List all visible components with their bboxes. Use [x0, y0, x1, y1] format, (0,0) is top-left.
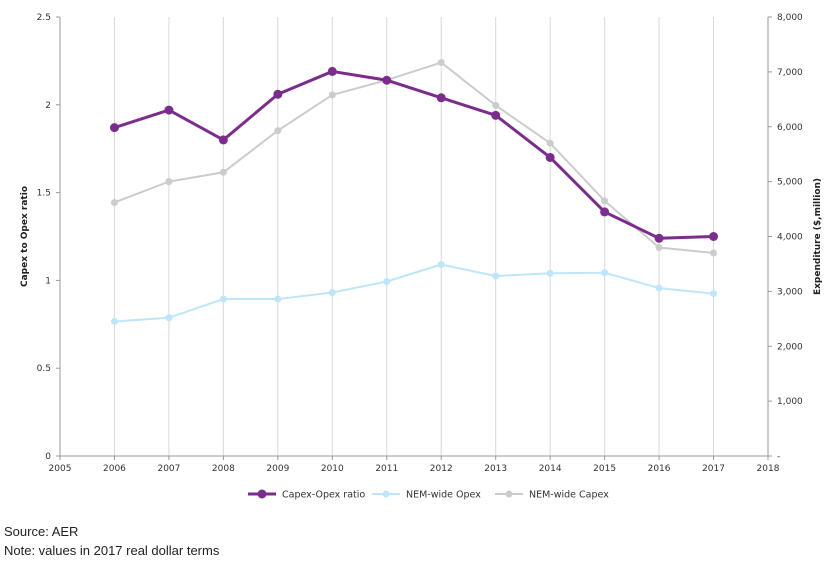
data-point	[545, 152, 555, 162]
data-point	[436, 93, 446, 103]
data-point	[165, 314, 173, 322]
right-tick-label: 2,000	[777, 342, 803, 352]
data-point	[655, 243, 663, 251]
right-tick-label: 8,000	[777, 13, 803, 23]
legend-label: NEM-wide Capex	[529, 490, 609, 501]
x-tick-label: 2011	[375, 464, 398, 474]
data-point	[219, 168, 227, 176]
legend-swatch-marker	[257, 489, 267, 499]
data-point	[219, 295, 227, 303]
chart: 2005 2006 2007 2008 2009 2010 2011 2012 2013 2014…	[20, 13, 823, 501]
source-note: Source: AER	[4, 524, 79, 539]
grid-lines	[113, 17, 715, 456]
data-point	[546, 269, 554, 277]
x-tick-label: 2012	[430, 464, 453, 474]
series-line-1	[114, 263, 714, 323]
data-point	[328, 288, 336, 296]
value-note: Note: values in 2017 real dollar terms	[4, 543, 220, 558]
x-tick-label: 2006	[103, 464, 126, 474]
data-point	[273, 89, 283, 99]
series-line-0	[114, 69, 714, 240]
data-point	[109, 123, 119, 133]
x-tick-label: 2015	[593, 464, 616, 474]
data-point	[274, 127, 282, 135]
data-point	[600, 207, 610, 217]
x-tick-label: 2014	[539, 464, 562, 474]
legend-swatch-marker	[382, 490, 390, 498]
data-point	[655, 284, 663, 292]
x-tick-label: 2005	[49, 464, 72, 474]
data-point	[164, 105, 174, 115]
data-point	[110, 198, 118, 206]
data-point	[492, 272, 500, 280]
x-tick-label: 2017	[702, 464, 725, 474]
data-point	[328, 91, 336, 99]
left-tick-label: 0	[45, 452, 51, 462]
x-tick-label: 2018	[757, 464, 780, 474]
data-point	[491, 110, 501, 120]
x-tick-label: 2009	[266, 464, 289, 474]
data-point	[437, 59, 445, 67]
left-axis-title: Capex to Opex ratio	[20, 186, 30, 287]
data-point	[383, 277, 391, 285]
left-tick-label: 0.5	[37, 364, 51, 374]
right-tick-label: 4,000	[777, 233, 803, 243]
x-tick-label: 2010	[321, 464, 344, 474]
legend-swatch-marker	[505, 490, 513, 498]
right-tick-label: 3,000	[777, 287, 803, 297]
x-tick-label: 2007	[157, 464, 180, 474]
data-point	[110, 318, 118, 326]
x-tick-label: 2008	[212, 464, 235, 474]
right-axis-title: Expenditure ($,million)	[813, 178, 823, 295]
x-tick-label: 2013	[484, 464, 507, 474]
right-tick-label: 6,000	[777, 123, 803, 133]
data-point	[709, 232, 719, 241]
data-point	[165, 178, 173, 186]
data-point	[546, 139, 554, 147]
right-tick-label: 5,000	[777, 178, 803, 188]
right-tick-label: 1,000	[777, 397, 803, 407]
data-point	[218, 135, 228, 145]
data-point	[382, 75, 392, 85]
left-tick-label: 2.5	[37, 13, 51, 23]
left-tick-label: 1	[45, 276, 51, 286]
legend: Capex-Opex ratio NEM-wide Opex NEM-wide Ca…	[248, 489, 609, 501]
legend-label: NEM-wide Opex	[406, 490, 481, 501]
data-point	[654, 233, 664, 243]
right-tick-label: 7,000	[777, 68, 803, 78]
data-point	[601, 197, 609, 205]
axes: 2005 2006 2007 2008 2009 2010 2011 2012 2013 2014…	[20, 13, 823, 474]
x-tick-label: 2016	[648, 464, 671, 474]
data-point	[710, 290, 718, 298]
left-tick-label: 2	[45, 101, 51, 111]
series-line-2	[114, 61, 714, 254]
data-point	[492, 101, 500, 109]
data-point	[437, 260, 445, 268]
data-point	[327, 66, 337, 76]
legend-label: Capex-Opex ratio	[282, 490, 365, 501]
data-point	[710, 249, 718, 257]
left-tick-label: 1.5	[37, 189, 51, 199]
series-layer	[109, 59, 719, 326]
right-tick-label: -	[777, 452, 780, 462]
data-point	[274, 295, 282, 303]
data-point	[601, 269, 609, 277]
